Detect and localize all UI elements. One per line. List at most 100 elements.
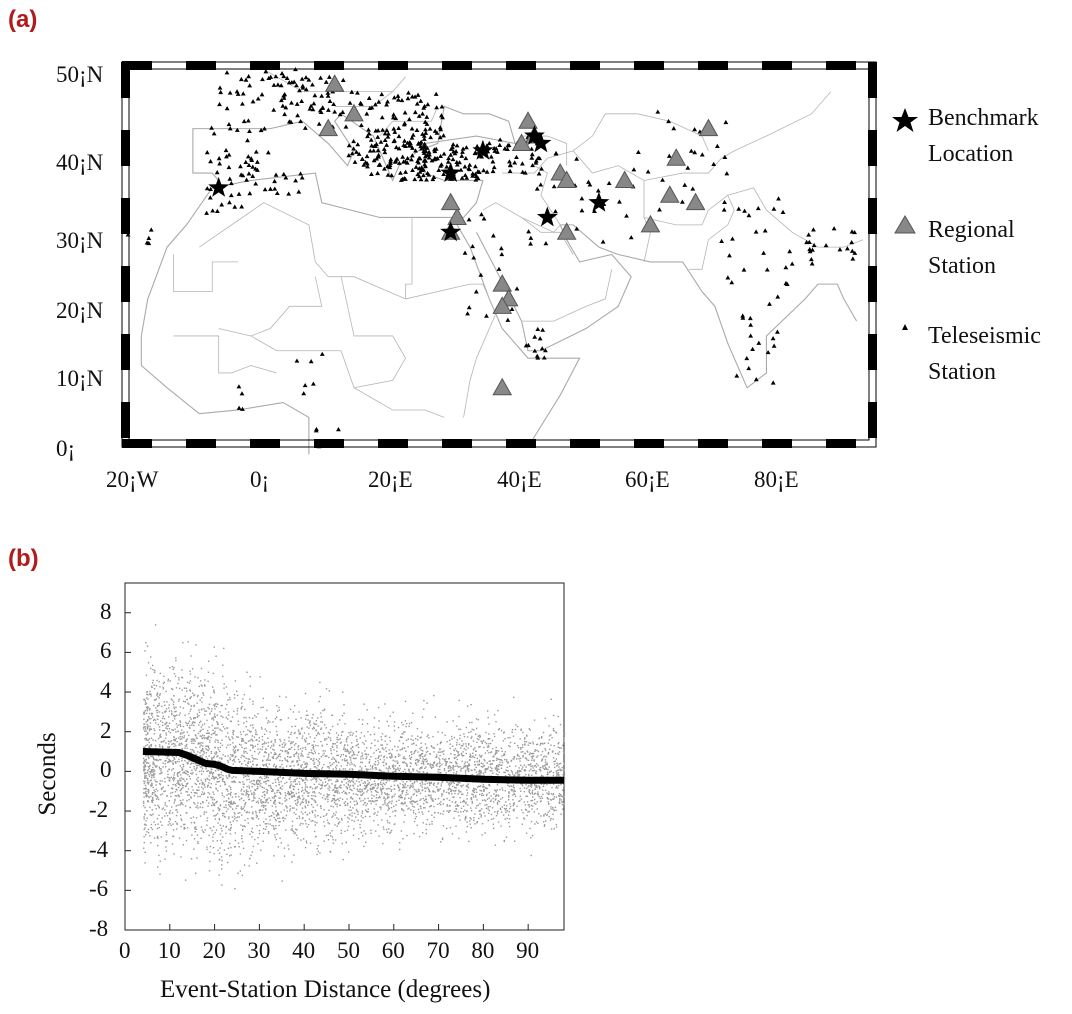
scatter-point (336, 790, 338, 792)
scatter-point (223, 796, 225, 798)
scatter-point (282, 776, 285, 779)
scatter-point (288, 793, 290, 796)
scatter-point (472, 796, 475, 798)
scatter-point (558, 763, 560, 765)
scatter-point (245, 747, 247, 749)
scatter-point (452, 790, 455, 792)
scatter-point (332, 799, 334, 802)
scatter-point (286, 810, 288, 812)
scatter-point (181, 769, 183, 771)
scatter-point (467, 764, 470, 766)
scatter-point (189, 766, 191, 769)
scatter-point (208, 834, 210, 837)
scatter-point (265, 800, 268, 802)
scatter-point (337, 818, 340, 820)
scatter-point (217, 769, 220, 771)
scatter-point (486, 768, 489, 770)
scatter-point (546, 797, 549, 800)
scatter-point (367, 774, 369, 777)
scatter-point (410, 802, 412, 804)
scatter-point (276, 833, 278, 835)
scatter-point (214, 730, 216, 733)
scatter-point (155, 808, 157, 810)
scatter-point (514, 795, 517, 798)
scatter-point (233, 815, 236, 817)
scatter-point (508, 825, 511, 828)
scatter-point (504, 781, 507, 784)
scatter-point (195, 806, 197, 809)
scatter-point (221, 868, 223, 870)
lat-label-20n: 20¡N (56, 298, 104, 323)
scatter-point (429, 763, 431, 765)
scatter-point (213, 690, 215, 693)
scatter-point (325, 755, 327, 757)
scatter-point (508, 821, 510, 824)
scatter-point (229, 757, 231, 759)
scatter-point (212, 775, 214, 777)
scatter-point (379, 797, 381, 799)
scatter-point (290, 743, 292, 745)
teleseismic-station (849, 239, 855, 245)
scatter-point (154, 759, 157, 761)
scatter-point (535, 803, 537, 805)
scatter-point (523, 741, 526, 743)
scatter-point (251, 836, 253, 838)
scatter-point (496, 813, 499, 815)
scatter-point (270, 771, 273, 773)
scatter-point (542, 793, 544, 796)
scatter-point (266, 775, 268, 777)
scatter-point (289, 708, 292, 711)
scatter-point (348, 792, 350, 794)
scatter-point (348, 818, 350, 820)
scatter-point (401, 779, 403, 781)
scatter-point (214, 746, 216, 749)
scatter-point (522, 776, 524, 779)
scatter-point (247, 775, 249, 778)
scatter-point (496, 752, 498, 754)
scatter-point (513, 808, 515, 811)
scatter-point (448, 811, 450, 813)
scatter-point (197, 764, 199, 767)
scatter-point (363, 785, 366, 787)
scatter-point (147, 768, 150, 771)
scatter-point (388, 808, 390, 810)
scatter-point (345, 755, 347, 757)
scatter-point (404, 731, 406, 733)
scatter-point (359, 826, 361, 829)
scatter-point (243, 806, 245, 808)
teleseismic-station (369, 143, 375, 148)
scatter-point (388, 766, 390, 769)
scatter-point (360, 779, 363, 782)
scatter-point (417, 808, 420, 811)
scatter-point (181, 676, 183, 679)
scatter-point (185, 721, 187, 724)
scatter-point (167, 678, 170, 680)
scatter-point (362, 757, 364, 760)
scatter-point (457, 751, 459, 753)
scatter-point (187, 771, 189, 773)
scatter-point (484, 771, 487, 773)
scatter-point (387, 821, 389, 824)
scatter-point (483, 785, 485, 788)
scatter-point (291, 795, 293, 797)
scatter-point (335, 781, 337, 783)
scatter-point (152, 774, 154, 777)
scatter-point (412, 783, 414, 785)
teleseismic-station (217, 161, 223, 166)
scatter-point (256, 779, 259, 782)
scatter-point (249, 749, 251, 751)
scatter-point (198, 789, 200, 791)
scatter-point (272, 774, 274, 776)
scatter-point (257, 787, 259, 790)
scatter-point (230, 826, 232, 829)
scatter-point (213, 804, 216, 807)
scatter-point (294, 731, 296, 734)
scatter-point (410, 796, 412, 798)
scatter-point (349, 734, 351, 736)
scatter-point (336, 792, 338, 794)
scatter-point (181, 747, 184, 750)
scatter-point (455, 787, 457, 789)
teleseismic-station (366, 95, 372, 100)
scatter-point (215, 739, 217, 741)
scatter-point (158, 826, 160, 829)
